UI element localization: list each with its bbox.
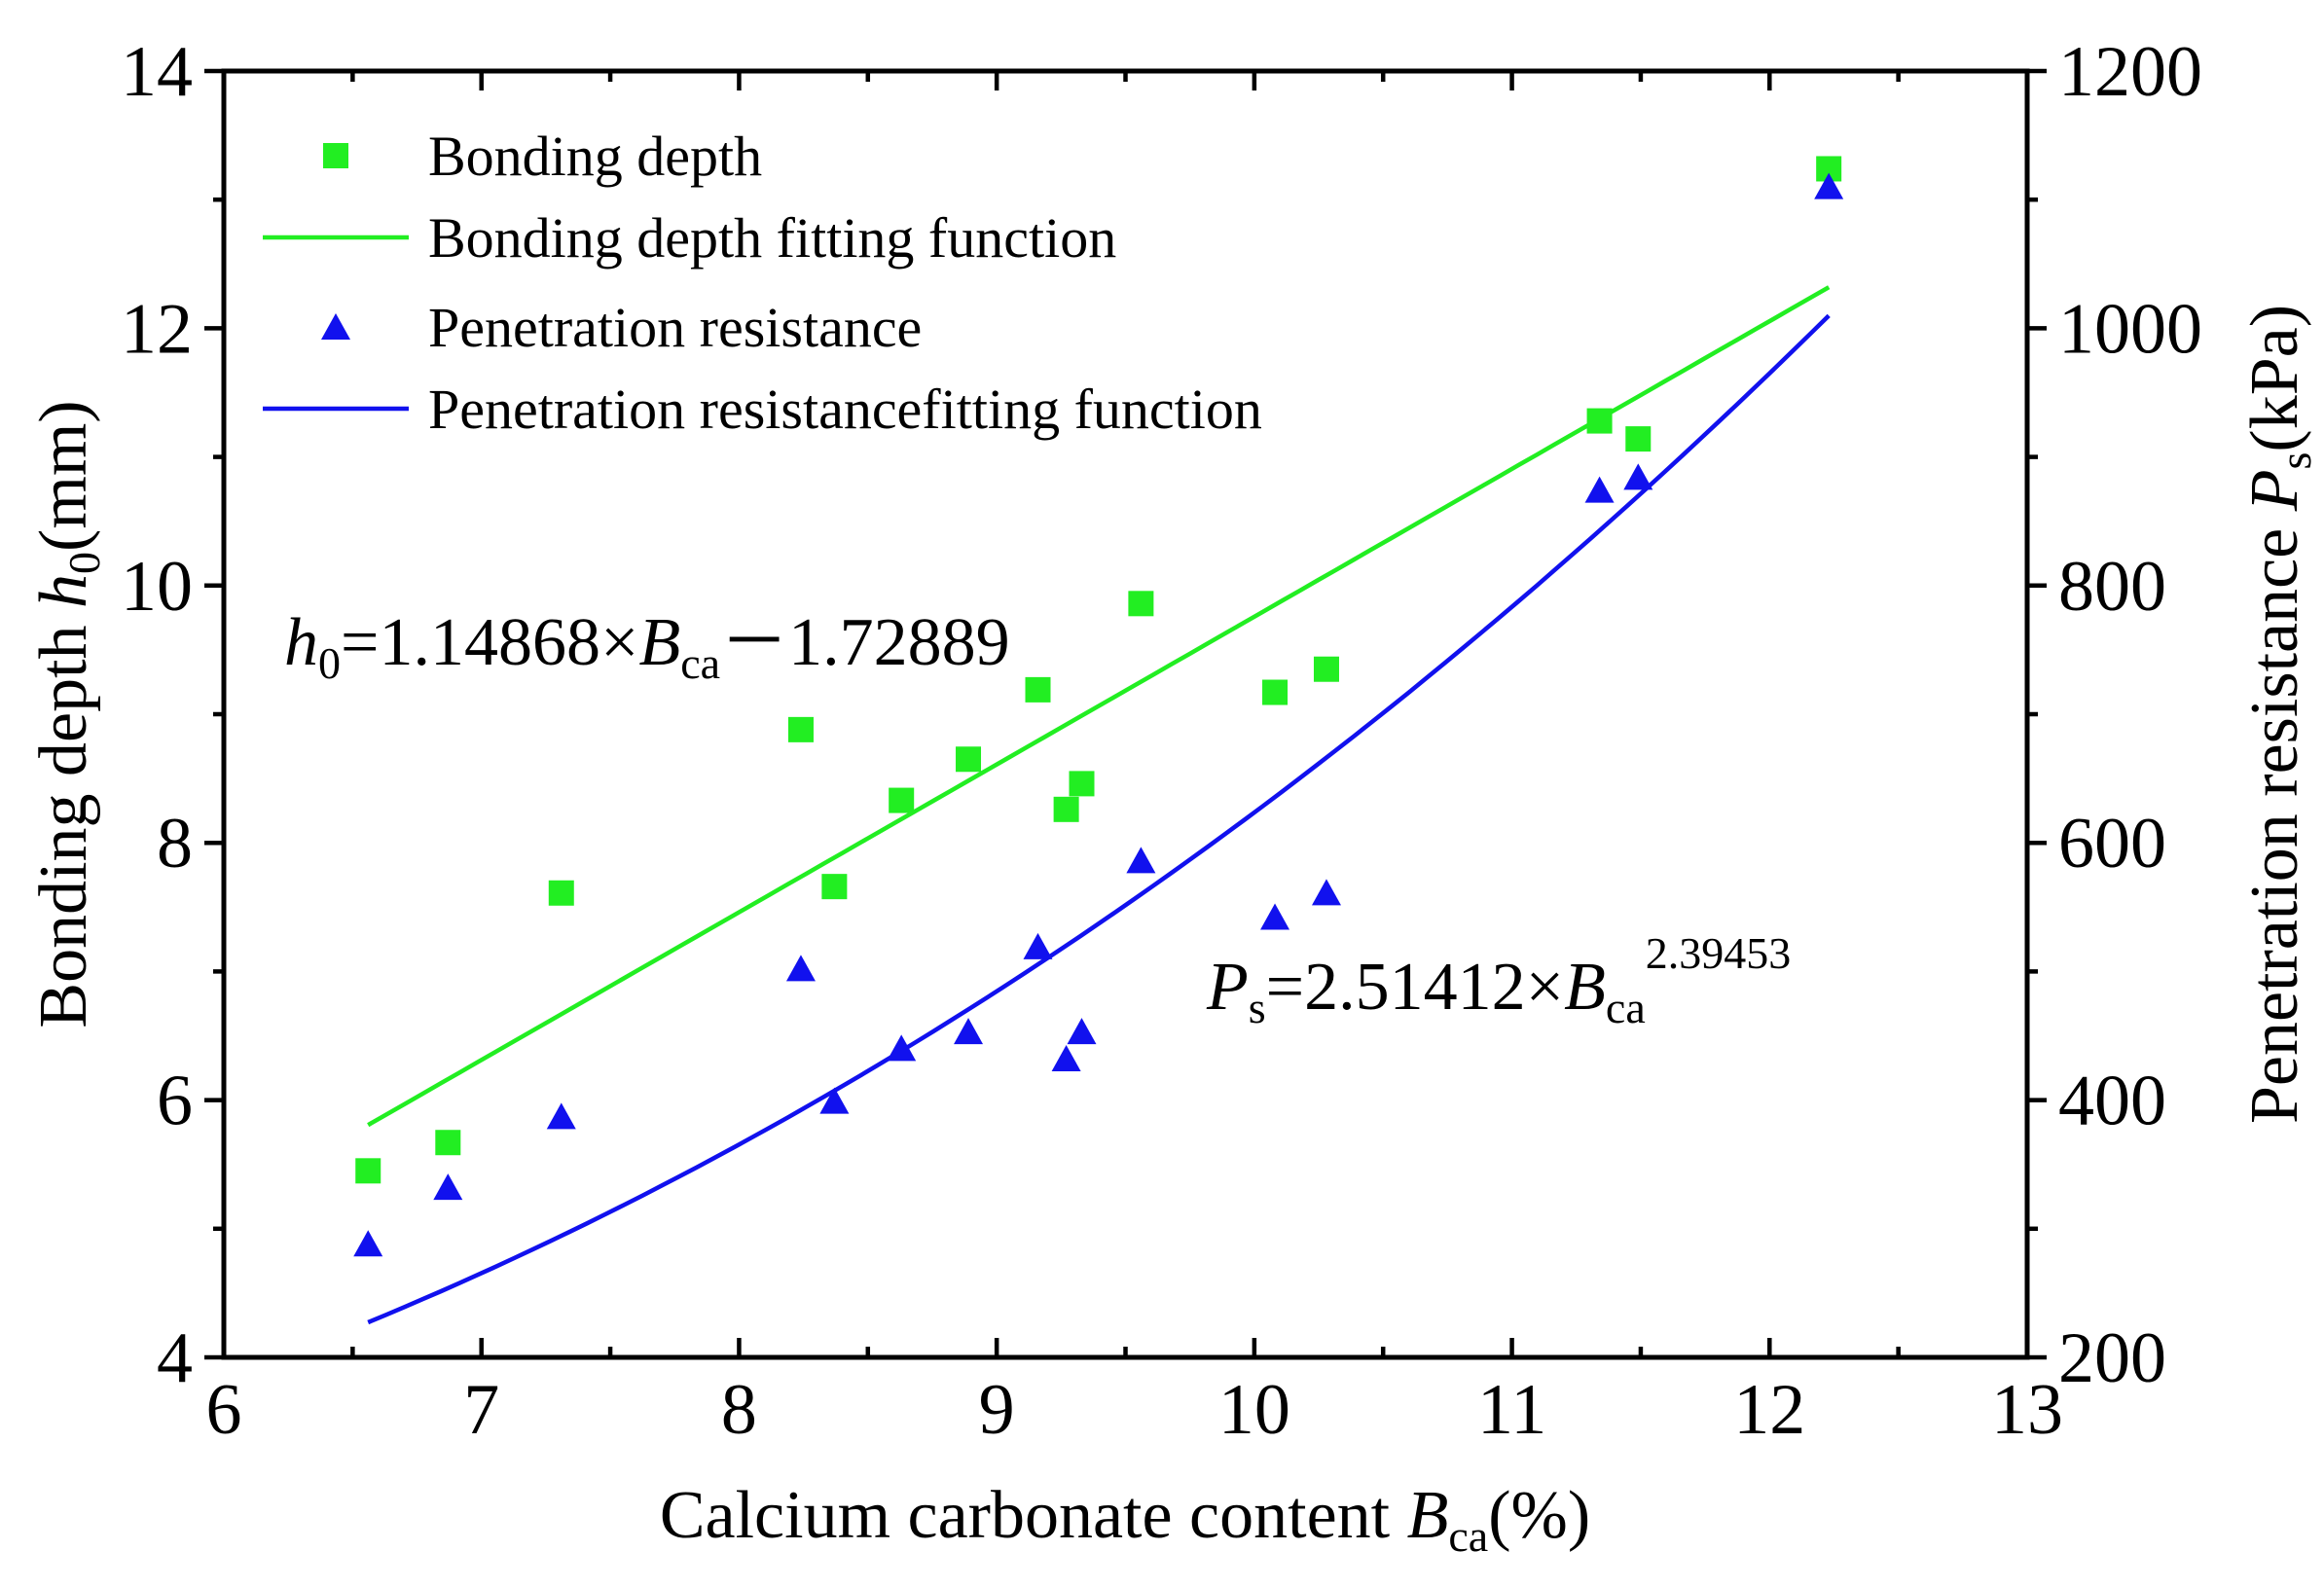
data-point-square — [956, 746, 982, 773]
x-axis-title-var: B — [1407, 1478, 1449, 1553]
data-point-triangle — [1067, 1018, 1097, 1045]
data-point-triangle — [353, 1230, 383, 1257]
x-tick-label: 10 — [1218, 1370, 1290, 1450]
data-point-triangle — [1584, 476, 1615, 503]
x-tick-label: 9 — [979, 1370, 1015, 1450]
data-point-square — [1069, 771, 1095, 797]
eq1-var2: B — [638, 605, 680, 680]
equation-bonding-depth: h0=1.14868×Bca－1.72889 — [284, 605, 1010, 688]
y2-axis-title-var: P — [2237, 470, 2312, 513]
data-point-square — [1313, 656, 1339, 682]
y-axis-title-var: h — [26, 574, 101, 608]
fit-line — [367, 285, 1831, 1128]
fit-lines — [367, 285, 1831, 1325]
y-tick-label: 14 — [121, 32, 193, 112]
y-axis-title-suffix: (mm) — [26, 400, 101, 552]
x-tick-label: 12 — [1733, 1370, 1805, 1450]
data-point-triangle — [1623, 463, 1653, 490]
y-tick-label: 8 — [157, 804, 193, 884]
data-point-square — [889, 787, 915, 813]
legend: Bonding depth Bonding depth fitting func… — [263, 125, 1262, 441]
y2-axis-title-text: Penetration resistance — [2237, 511, 2312, 1124]
y-axis-title-text: Bonding depth — [26, 608, 101, 1028]
legend-label-penetration: Penetration resistance — [428, 296, 922, 359]
x-axis-title-text: Calcium carbonate content — [660, 1478, 1407, 1553]
data-point-square — [435, 1130, 461, 1156]
eq1-sub: 0 — [318, 638, 341, 688]
y2-tick-label: 200 — [2058, 1318, 2166, 1398]
y-tick-label: 10 — [121, 547, 193, 627]
data-point-square — [548, 880, 574, 906]
fit-line — [367, 313, 1831, 1325]
legend-marker-penetration — [321, 313, 350, 340]
legend-label-bonding-fit: Bonding depth fitting function — [428, 206, 1116, 270]
y-tick-label: 12 — [121, 289, 193, 369]
data-point-triangle — [1311, 879, 1341, 906]
data-point-square — [355, 1158, 381, 1184]
y-tick-label: 6 — [157, 1062, 193, 1141]
y2-axis-title: Penetration resistance Ps(kPa) — [2237, 305, 2320, 1124]
y2-tick-label: 600 — [2058, 804, 2166, 884]
legend-marker-bonding-depth — [323, 143, 348, 168]
data-points — [353, 156, 1844, 1257]
y2-tick-label: 1000 — [2058, 289, 2202, 369]
data-point-triangle — [1023, 932, 1053, 959]
eq2-sup: 2.39453 — [1646, 928, 1792, 978]
data-point-square — [1625, 426, 1652, 452]
data-point-triangle — [1814, 172, 1844, 199]
data-point-square — [1262, 679, 1289, 705]
y-axis-title-sub: 0 — [59, 552, 109, 574]
eq2-var2: B — [1564, 950, 1606, 1025]
legend-label-penetration-fit: Penetration resistancefitting function — [428, 378, 1262, 441]
x-axis-title-sub: ca — [1448, 1511, 1488, 1561]
eq2-text: =2.51412× — [1266, 950, 1564, 1025]
x-tick-label: 11 — [1477, 1370, 1546, 1450]
x-tick-label: 8 — [721, 1370, 757, 1450]
data-point-triangle — [785, 955, 816, 982]
y2-tick-label: 800 — [2058, 547, 2166, 627]
x-tick-label: 6 — [206, 1370, 242, 1450]
y2-tick-label: 400 — [2058, 1062, 2166, 1141]
eq2-var: P — [1206, 950, 1249, 1025]
data-point-triangle — [954, 1018, 984, 1045]
data-point-square — [1128, 591, 1154, 617]
data-point-triangle — [1126, 847, 1156, 874]
data-point-square — [787, 716, 814, 742]
y-tick-label: 4 — [157, 1318, 193, 1398]
data-point-triangle — [887, 1034, 917, 1062]
eq2-sub: s — [1249, 983, 1266, 1032]
y2-axis-title-sub: s — [2270, 452, 2320, 470]
x-tick-label: 13 — [1991, 1370, 2063, 1450]
data-point-square — [1586, 408, 1613, 434]
data-point-triangle — [546, 1102, 576, 1130]
eq1-sub2: ca — [680, 638, 720, 688]
x-axis-title: Calcium carbonate content Bca(%) — [660, 1478, 1590, 1561]
ticks: 6 7 8 9 10 11 12 134681012142004006008001000120… — [121, 32, 2202, 1450]
x-tick-label: 7 — [463, 1370, 499, 1450]
data-point-square — [1053, 796, 1079, 822]
y2-tick-label: 1200 — [2058, 32, 2202, 112]
eq1-var: h — [284, 605, 318, 680]
legend-label-bonding-depth: Bonding depth — [428, 125, 762, 188]
eq1-text: =1.14868× — [341, 605, 638, 680]
y-axis-title: Bonding depth h0(mm) — [26, 400, 109, 1028]
eq1-tail: －1.72889 — [720, 605, 1010, 680]
equation-penetration: Ps=2.51412×Bca2.39453 — [1206, 928, 1791, 1032]
data-point-square — [1025, 676, 1051, 703]
data-point-triangle — [1260, 903, 1290, 930]
data-point-triangle — [819, 1087, 850, 1114]
x-axis-title-suffix: (%) — [1488, 1478, 1590, 1553]
data-point-triangle — [433, 1173, 463, 1201]
eq2-sub2: ca — [1606, 983, 1646, 1032]
data-point-triangle — [1051, 1044, 1081, 1071]
data-point-square — [821, 874, 848, 900]
y2-axis-title-suffix: (kPa) — [2237, 305, 2312, 452]
